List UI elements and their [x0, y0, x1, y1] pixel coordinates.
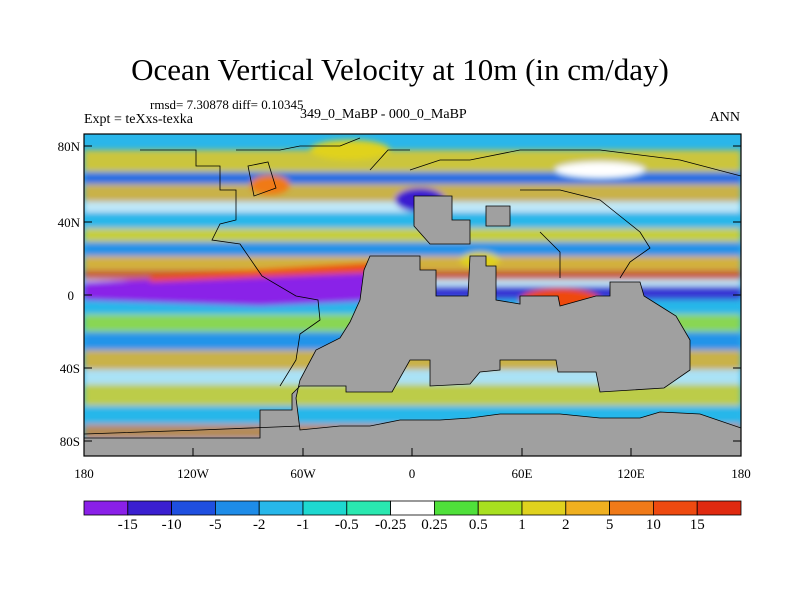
- colorbar-label: 1: [518, 517, 526, 533]
- colorbar-label: -1: [296, 517, 310, 533]
- y-tick-label: 40S: [59, 361, 80, 376]
- colorbar-label: -5: [209, 517, 222, 533]
- x-tick-label: 120W: [177, 466, 209, 481]
- colorbar-label: -0.5: [334, 517, 359, 533]
- x-tick-label: 180: [74, 466, 94, 481]
- axis-ticks: [83, 145, 742, 456]
- y-tick-label: 40N: [57, 215, 80, 230]
- colorbar-label: 10: [645, 517, 661, 533]
- experiment-label: Expt = teXxs-texka: [84, 112, 193, 127]
- x-tick-label: 60W: [290, 466, 316, 481]
- colorbar-label: 0.25: [421, 517, 448, 533]
- y-tick-label: 80S: [59, 434, 80, 449]
- comparison-label: 349_0_MaBP - 000_0_MaBP: [300, 107, 467, 122]
- colorbar-label: -10: [161, 517, 182, 533]
- y-tick-label: 80N: [57, 139, 80, 154]
- x-tick-label: 180: [731, 466, 751, 481]
- plot-title: Ocean Vertical Velocity at 10m (in cm/da…: [131, 52, 669, 87]
- colorbar-label: 0.5: [468, 517, 488, 533]
- stats-label: rmsd= 7.30878 diff= 0.10345: [150, 97, 304, 112]
- colorbar-label: -0.25: [374, 517, 407, 533]
- colorbar-label: 2: [562, 517, 570, 533]
- colorbar-label: 15: [689, 517, 705, 533]
- x-tick-label: 60E: [511, 466, 533, 481]
- season-label: ANN: [709, 110, 740, 125]
- colorbar-label: 5: [605, 517, 614, 533]
- y-tick-label: 0: [67, 288, 75, 303]
- landmass: [84, 195, 741, 456]
- x-tick-label: 0: [408, 466, 416, 481]
- x-tick-label: 120E: [617, 466, 645, 481]
- colorbar-label: -15: [117, 517, 138, 533]
- coastlines: [84, 137, 741, 435]
- velocity-field: [84, 134, 741, 456]
- colorbar-label: -2: [252, 517, 266, 533]
